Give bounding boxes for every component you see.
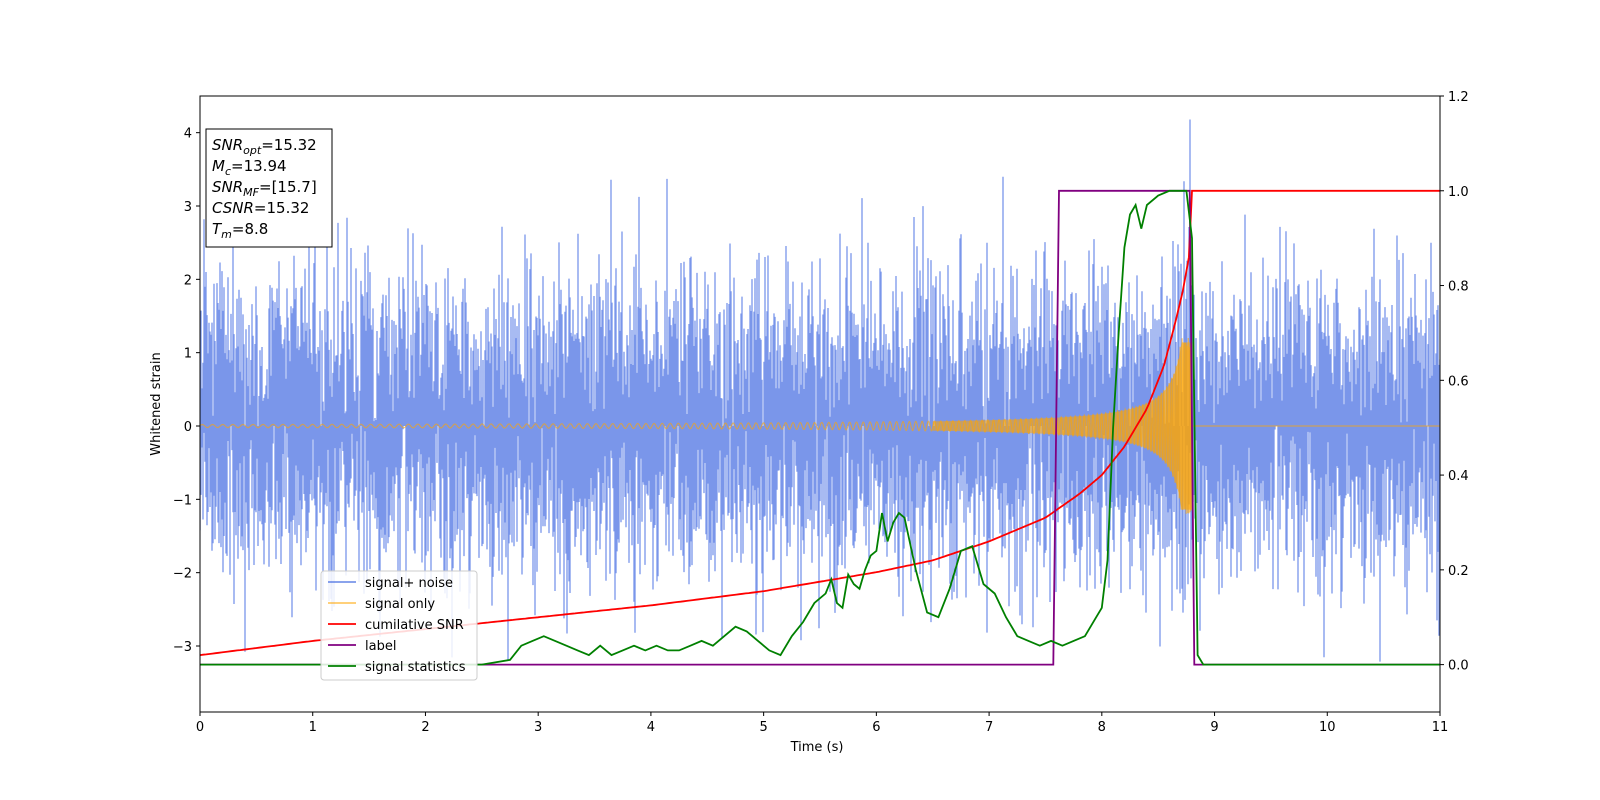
x-axis-label: Time (s) [790,740,844,755]
yr-tick-label-6: 1.2 [1448,90,1469,105]
x-tick-label-9: 9 [1210,720,1218,735]
yl-tick-label-0: −3 [173,640,192,655]
x-tick-label-6: 6 [872,720,880,735]
yl-tick-label-2: −1 [173,493,192,508]
x-tick-label-1: 1 [309,720,317,735]
y-axis-label-left: Whitened strain [149,352,164,455]
yl-tick-label-7: 4 [184,127,192,142]
legend: signal+ noise signal only cumilative SNR la… [320,570,478,681]
x-tick-label-8: 8 [1098,720,1106,735]
yr-tick-label-0: 0.0 [1448,659,1469,674]
yr-tick-label-1: 0.2 [1448,564,1469,579]
yl-tick-label-4: 1 [184,347,192,362]
info-line-0: SNRopt=15.32 [212,136,317,157]
y-axis-right: 0.0 0.2 0.4 0.6 0.8 1.0 1.2 [1440,90,1469,674]
legend-label-0: signal+ noise [365,576,453,591]
yr-tick-label-4: 0.8 [1448,280,1469,295]
signal-only-line [200,337,1440,514]
legend-label-4: signal statistics [365,660,466,675]
signal-noise-line [200,119,1440,662]
yr-tick-label-2: 0.4 [1448,469,1469,484]
yl-tick-label-1: −2 [173,567,192,582]
x-tick-label-5: 5 [759,720,767,735]
yl-tick-label-3: 0 [184,420,192,435]
legend-frame [320,570,478,681]
x-tick-label-2: 2 [421,720,429,735]
x-tick-label-11: 11 [1432,720,1449,735]
x-axis: 0 1 2 3 4 5 6 7 8 9 10 11 [196,712,1448,735]
x-tick-label-4: 4 [647,720,655,735]
x-tick-label-3: 3 [534,720,542,735]
info-line-4: Tm=8.8 [212,220,268,241]
info-line-3: CSNR=15.32 [212,199,309,217]
yl-tick-label-5: 2 [184,273,192,288]
info-box: SNRopt=15.32Mc=13.94SNRMF=[15.7]CSNR=15.… [205,128,333,248]
yl-tick-label-6: 3 [184,200,192,215]
signal-statistics-line [200,189,1440,666]
plot-frame [199,95,1441,713]
y-axis-left: −3 −2 −1 0 1 2 3 4 [173,127,200,655]
plot-area [200,119,1440,666]
info-box-frame [205,128,333,248]
info-line-2: SNRMF=[15.7] [212,178,317,199]
x-tick-label-10: 10 [1319,720,1336,735]
legend-label-2: cumilative SNR [365,618,464,633]
x-tick-label-0: 0 [196,720,204,735]
x-tick-label-7: 7 [985,720,993,735]
info-line-1: Mc=13.94 [212,157,287,178]
legend-label-3: label [365,639,396,654]
yr-tick-label-5: 1.0 [1448,185,1469,200]
legend-label-1: signal only [365,597,435,612]
yr-tick-label-3: 0.6 [1448,374,1469,389]
